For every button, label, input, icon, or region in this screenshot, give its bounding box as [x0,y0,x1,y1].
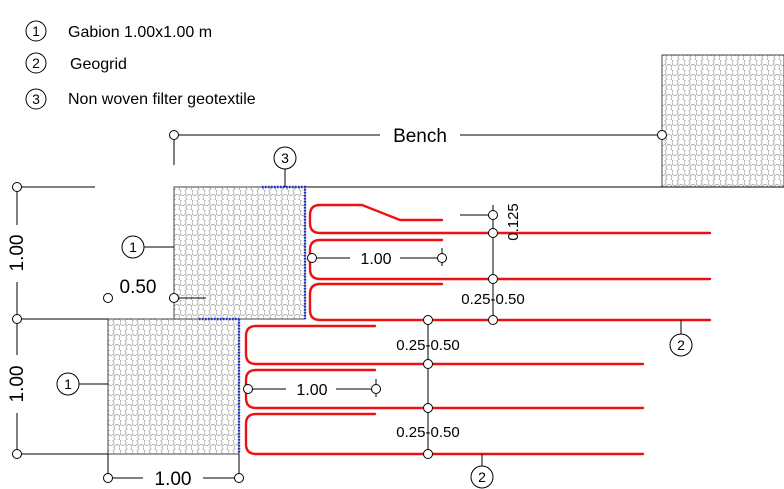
svg-text:2: 2 [478,469,486,485]
legend-number-circle [25,88,47,110]
legend-number-circle [25,20,47,42]
svg-text:1: 1 [64,376,72,392]
bench-dimension: Bench [169,126,667,165]
legend-text: Non woven filter geotextile [68,91,256,108]
geogrid-layer [244,324,645,366]
width-label: 1.00 [155,469,192,489]
lower-embedment-label: 1.00 [296,382,327,399]
svg-text:3: 3 [281,150,289,166]
lower-spacing-dimension: 0.25-0.50 0.25-0.50 [396,315,460,459]
legend-number: 2 [32,55,40,71]
upper-embedment-label: 1.00 [360,251,391,268]
legend-text: Geogrid [70,56,127,73]
callout-geotextile: 3 [273,146,297,187]
bottom-width-dimension: 1.00 [103,454,244,489]
left-vertical-dimension: 1.00 1.00 [7,182,108,459]
callout-upper-gabion: 1 [121,235,174,259]
legend: 1 Gabion 1.00x1.00 m 2 Geogrid 3 Non wov… [25,20,256,110]
spacing-0125-label: 0.125 [505,203,522,241]
legend-number-circle [25,52,47,74]
dim-label-top: 1.00 [7,235,28,272]
lower-gabion [107,318,240,455]
callout-lower-gabion: 1 [56,372,108,396]
callout-geogrid-right: 2 [669,320,693,357]
legend-number: 1 [32,23,40,39]
callout-geogrid-bottom: 2 [470,454,494,489]
filter-geotextile [199,185,307,454]
legend-item-gabion: 1 Gabion 1.00x1.00 m [25,20,212,42]
geogrid-layer [308,203,712,235]
offset-label: 0.50 [120,277,157,298]
upper-spacing-dimension: 0.125 0.25-0.50 [460,203,525,325]
geogrid-layer [308,282,712,322]
svg-text:1: 1 [129,239,137,255]
upper-gabion [173,186,306,320]
legend-text: Gabion 1.00x1.00 m [68,24,212,41]
bench-label: Bench [393,126,447,147]
offset-dimension: 0.50 [103,277,206,303]
legend-number: 3 [32,91,40,107]
bench-gabion [661,54,784,188]
spacing-label: 0.25-0.50 [461,291,524,308]
lower-embedment-dimension: 1.00 [243,379,381,399]
legend-item-geogrid: 2 Geogrid [25,52,127,74]
legend-item-geotextile: 3 Non woven filter geotextile [25,88,256,110]
spacing-label: 0.25-0.50 [396,337,459,354]
spacing-label: 0.25-0.50 [396,424,459,441]
geogrid-layer [244,412,645,456]
upper-embedment-dimension: 1.00 [307,248,447,268]
svg-text:2: 2 [677,337,685,353]
dim-label-bottom: 1.00 [7,366,28,403]
